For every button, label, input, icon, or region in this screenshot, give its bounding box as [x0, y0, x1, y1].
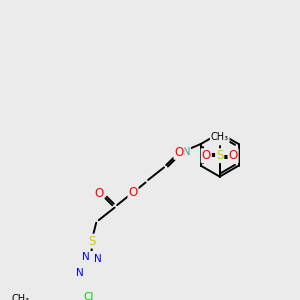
Text: N: N: [76, 268, 84, 278]
Text: O: O: [229, 149, 238, 162]
Text: CH₃: CH₃: [211, 132, 229, 142]
Text: N: N: [82, 252, 90, 262]
Text: S: S: [88, 235, 96, 248]
Text: S: S: [216, 149, 224, 162]
Text: O: O: [175, 146, 184, 159]
Text: HN: HN: [175, 147, 190, 157]
Text: N: N: [94, 254, 101, 264]
Text: O: O: [202, 149, 211, 162]
Text: CH₃: CH₃: [11, 294, 29, 300]
Text: O: O: [94, 187, 104, 200]
Text: Cl: Cl: [83, 292, 94, 300]
Text: O: O: [128, 186, 138, 199]
